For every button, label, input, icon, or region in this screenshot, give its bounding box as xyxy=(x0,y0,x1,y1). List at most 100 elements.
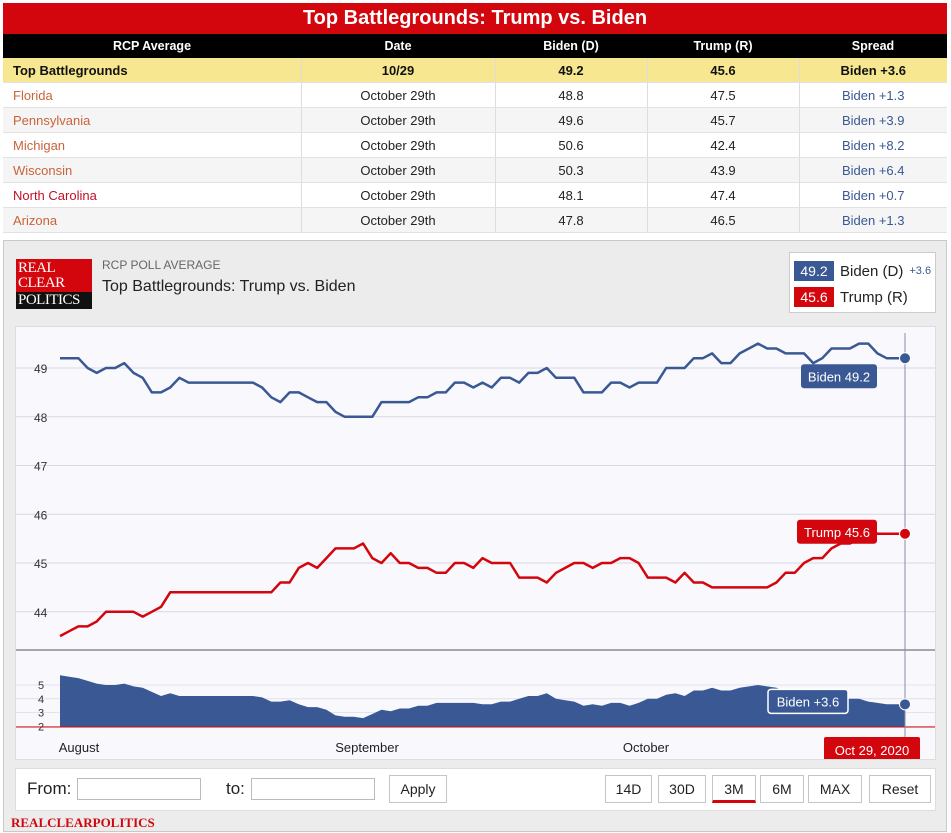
row-spread: Biden +1.3 xyxy=(798,82,947,108)
row-biden: 48.8 xyxy=(494,82,647,108)
average-row: Top Battlegrounds 10/29 49.2 45.6 Biden … xyxy=(3,58,947,83)
footer-brand: REALCLEARPOLITICS xyxy=(11,815,155,830)
range-max-button[interactable]: MAX xyxy=(808,775,862,803)
logo-line: POLITICS xyxy=(18,292,80,308)
spread-tooltip-box xyxy=(767,688,849,715)
trump-tooltip-box xyxy=(797,519,877,544)
state-link[interactable]: North Carolina xyxy=(3,182,301,208)
state-link[interactable]: Michigan xyxy=(3,132,301,158)
chart-title: Top Battlegrounds: Trump vs. Biden xyxy=(102,278,356,295)
row-spread: Biden +8.2 xyxy=(798,132,947,158)
row-biden: 49.6 xyxy=(494,107,647,133)
spread-tooltip-text: Biden +3.6 xyxy=(777,694,840,709)
apply-button[interactable]: Apply xyxy=(389,775,447,803)
row-spread: Biden +3.9 xyxy=(798,107,947,133)
average-date: 10/29 xyxy=(300,58,495,83)
row-date: October 29th xyxy=(300,157,495,183)
page-title: Top Battlegrounds: Trump vs. Biden xyxy=(3,3,947,34)
spread-tick-label: 5 xyxy=(38,680,44,692)
spread-tick-label: 4 xyxy=(38,694,44,706)
x-tick-label: August xyxy=(59,740,100,755)
row-trump: 46.5 xyxy=(646,207,799,233)
legend-trump-value: 45.6 xyxy=(794,287,834,307)
row-biden: 47.8 xyxy=(494,207,647,233)
range-controls: From: to: Apply 14D 30D 3M 6M MAX Reset xyxy=(15,768,936,811)
legend-biden-value: 49.2 xyxy=(794,261,834,281)
col-spread: Spread xyxy=(799,34,947,58)
trump-tooltip-text: Trump 45.6 xyxy=(804,525,870,540)
row-spread: Biden +6.4 xyxy=(798,157,947,183)
average-name: Top Battlegrounds xyxy=(3,58,301,83)
spread-tick-label: 3 xyxy=(38,708,44,720)
logo-band xyxy=(16,292,92,309)
biden-marker[interactable] xyxy=(899,352,911,365)
row-trump: 42.4 xyxy=(646,132,799,158)
date-tooltip-text: Oct 29, 2020 xyxy=(835,743,909,758)
state-link[interactable]: Florida xyxy=(3,82,301,108)
to-date-input[interactable] xyxy=(251,778,375,800)
table-row[interactable]: Arizona October 29th 47.8 46.5 Biden +1.… xyxy=(3,207,947,233)
row-spread: Biden +0.7 xyxy=(798,182,947,208)
row-biden: 48.1 xyxy=(494,182,647,208)
rcp-logo: REAL CLEAR POLITICS xyxy=(16,259,92,309)
row-date: October 29th xyxy=(300,207,495,233)
range-14d-button[interactable]: 14D xyxy=(605,775,652,803)
row-trump: 47.5 xyxy=(646,82,799,108)
table-row[interactable]: Wisconsin October 29th 50.3 43.9 Biden +… xyxy=(3,157,947,183)
state-link[interactable]: Pennsylvania xyxy=(3,107,301,133)
chart-widget: REAL CLEAR POLITICS RCP POLL AVERAGE Top… xyxy=(3,240,947,832)
average-spread: Biden +3.6 xyxy=(798,58,947,83)
trump-marker[interactable] xyxy=(899,527,911,540)
row-trump: 45.7 xyxy=(646,107,799,133)
x-tick-label: September xyxy=(335,740,399,755)
legend-biden[interactable]: 49.2 Biden (D) +3.6 xyxy=(794,261,931,281)
row-date: October 29th xyxy=(300,132,495,158)
polls-table: RCP Average Date Biden (D) Trump (R) Spr… xyxy=(3,34,947,233)
spread-marker[interactable] xyxy=(899,698,911,711)
reset-button[interactable]: Reset xyxy=(869,775,931,803)
col-trump: Trump (R) xyxy=(647,34,799,58)
table-row[interactable]: Pennsylvania October 29th 49.6 45.7 Bide… xyxy=(3,107,947,133)
from-date-input[interactable] xyxy=(77,778,201,800)
average-trump: 45.6 xyxy=(646,58,799,83)
biden-tooltip-text: Biden 49.2 xyxy=(808,369,870,384)
row-date: October 29th xyxy=(300,82,495,108)
legend-trump-name: Trump (R) xyxy=(840,288,908,306)
row-trump: 43.9 xyxy=(646,157,799,183)
x-tick-label: October xyxy=(623,740,670,755)
biden-tooltip-box xyxy=(801,364,877,389)
state-link[interactable]: Arizona xyxy=(3,207,301,233)
range-30d-button[interactable]: 30D xyxy=(658,775,706,803)
chart-subtitle: RCP POLL AVERAGE xyxy=(102,258,221,272)
col-date: Date xyxy=(301,34,495,58)
table-row[interactable]: North Carolina October 29th 48.1 47.4 Bi… xyxy=(3,182,947,208)
date-tooltip-box xyxy=(824,737,920,759)
state-link[interactable]: Wisconsin xyxy=(3,157,301,183)
row-spread: Biden +1.3 xyxy=(798,207,947,233)
table-row[interactable]: Florida October 29th 48.8 47.5 Biden +1.… xyxy=(3,82,947,108)
spread-area xyxy=(60,675,905,727)
logo-line: CLEAR xyxy=(18,275,65,291)
biden-line[interactable] xyxy=(60,342,905,419)
legend-trump[interactable]: 45.6 Trump (R) xyxy=(794,287,908,307)
range-6m-button[interactable]: 6M xyxy=(760,775,804,803)
row-biden: 50.3 xyxy=(494,157,647,183)
col-rcp-average: RCP Average xyxy=(3,34,301,58)
y-tick-label: 49 xyxy=(34,362,48,376)
to-label: to: xyxy=(226,779,245,798)
y-tick-label: 44 xyxy=(34,606,48,620)
trump-line[interactable] xyxy=(59,527,905,638)
row-biden: 50.6 xyxy=(494,132,647,158)
table-header-row: RCP Average Date Biden (D) Trump (R) Spr… xyxy=(3,34,947,58)
y-tick-label: 46 xyxy=(34,508,48,522)
y-tick-label: 47 xyxy=(34,460,48,474)
y-tick-label: 48 xyxy=(34,411,48,425)
legend: 49.2 Biden (D) +3.6 45.6 Trump (R) xyxy=(789,252,936,313)
logo-line: REAL xyxy=(18,260,56,276)
table-row[interactable]: Michigan October 29th 50.6 42.4 Biden +8… xyxy=(3,132,947,158)
col-biden: Biden (D) xyxy=(495,34,647,58)
y-tick-label: 45 xyxy=(34,557,48,571)
range-3m-button[interactable]: 3M xyxy=(712,775,756,803)
